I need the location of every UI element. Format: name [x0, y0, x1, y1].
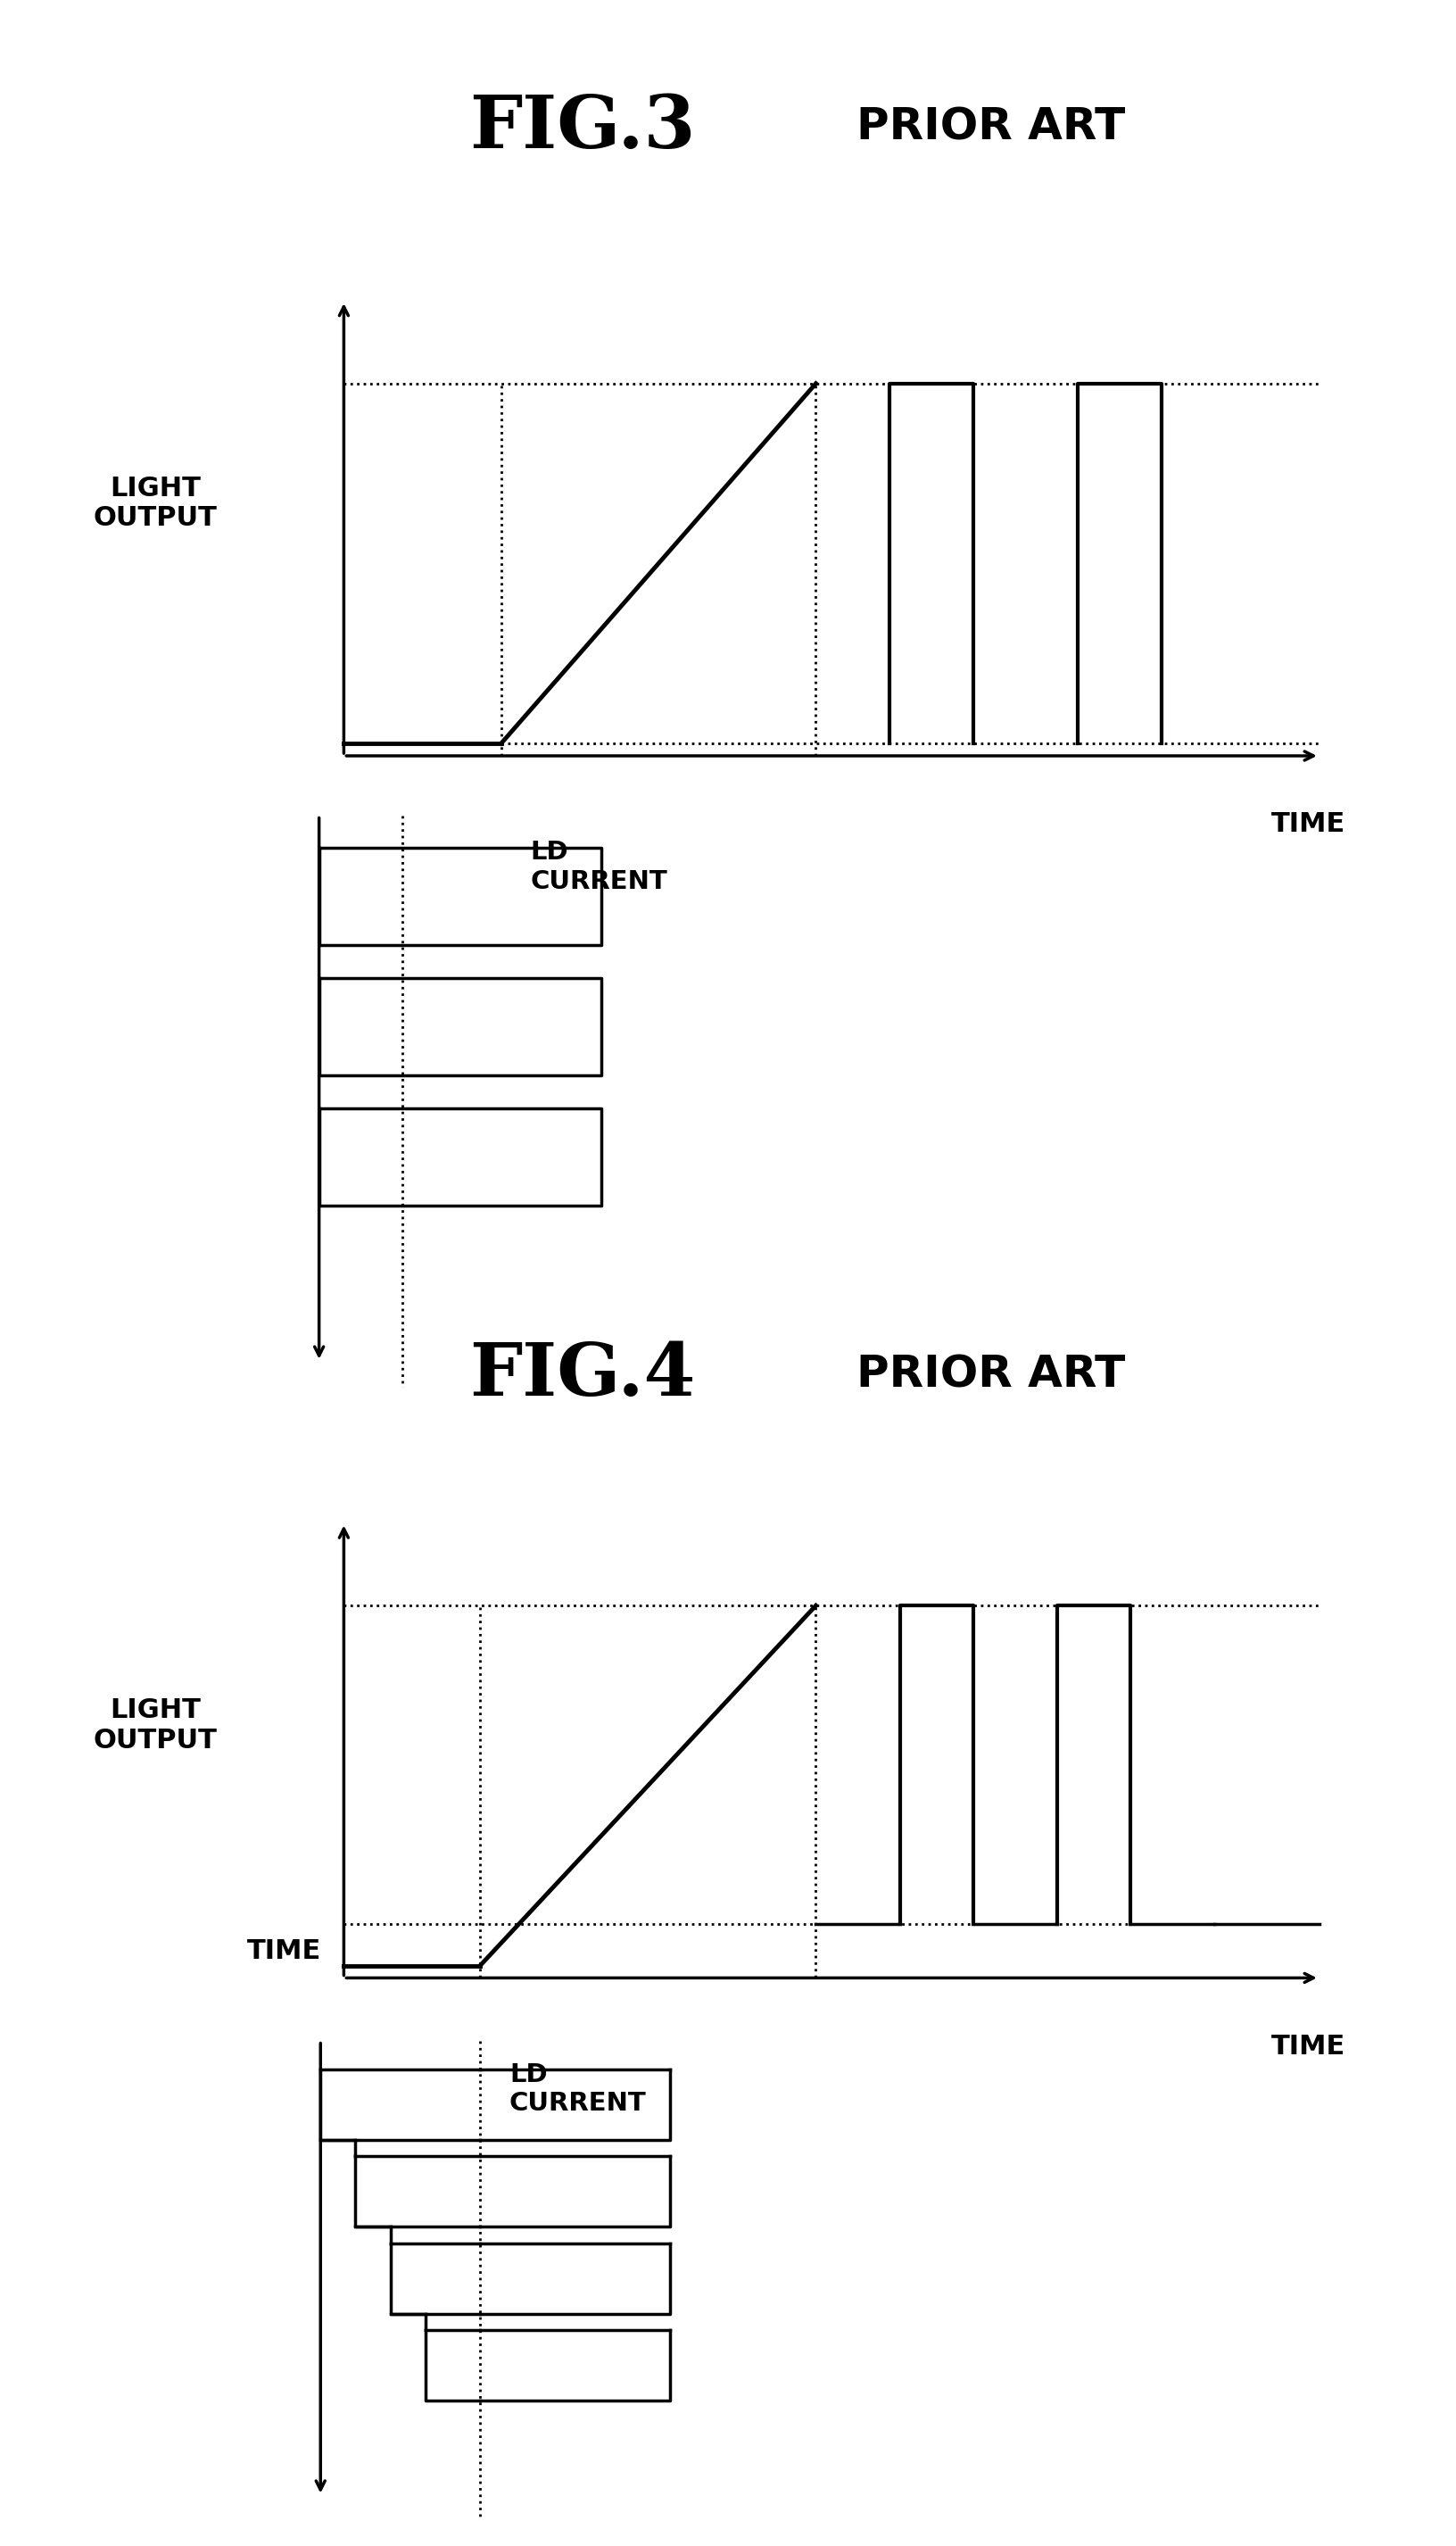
- Text: LD
CURRENT: LD CURRENT: [530, 840, 667, 894]
- Text: FIG.3: FIG.3: [469, 92, 696, 163]
- Text: LIGHT
OUTPUT: LIGHT OUTPUT: [93, 476, 217, 532]
- Text: PRIOR ART: PRIOR ART: [856, 1354, 1124, 1395]
- Text: PRIOR ART: PRIOR ART: [856, 107, 1124, 148]
- Text: TIME: TIME: [1271, 2034, 1345, 2060]
- Text: LIGHT
OUTPUT: LIGHT OUTPUT: [93, 1698, 217, 1754]
- Text: LD
CURRENT: LD CURRENT: [510, 2062, 646, 2116]
- Text: TIME: TIME: [1271, 812, 1345, 838]
- Text: TIME: TIME: [248, 1938, 322, 1963]
- Text: FIG.4: FIG.4: [469, 1339, 696, 1410]
